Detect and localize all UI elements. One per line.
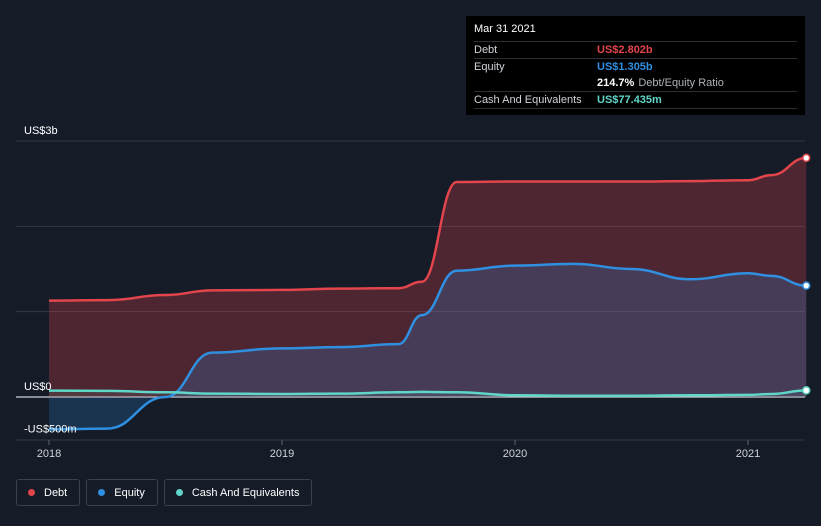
- tooltip-equity-label: Equity: [474, 61, 505, 73]
- x-axis-ticks: 2018 2019 2020 2021: [37, 440, 760, 460]
- debt-dot-icon: [28, 489, 35, 496]
- tooltip-equity-value: US$1.305b: [597, 61, 653, 73]
- legend-debt-label: Debt: [44, 486, 68, 499]
- series-end-markers: [802, 153, 811, 395]
- chart-legend: Debt Equity Cash And Equivalents: [16, 479, 313, 506]
- tooltip-date: Mar 31 2021: [474, 23, 536, 35]
- legend-item-equity[interactable]: Equity: [86, 479, 158, 506]
- cash-dot-icon: [175, 489, 183, 496]
- hover-tooltip: Mar 31 2021 Debt US$2.802b Equity US$1.3…: [466, 16, 805, 115]
- legend-equity-label: Equity: [114, 486, 145, 499]
- tooltip-ratio-note: Debt/Equity Ratio: [638, 77, 724, 89]
- x-tick-label: 2019: [270, 448, 294, 460]
- debt-end-marker: [802, 153, 811, 163]
- legend-item-cash[interactable]: Cash And Equivalents: [163, 479, 313, 506]
- tooltip-debt-label: Debt: [474, 44, 498, 56]
- tooltip-row-debt: Debt US$2.802b: [474, 41, 797, 58]
- tooltip-cash-label: Cash And Equivalents: [474, 94, 582, 106]
- tooltip-cash-value: US$77.435m: [597, 94, 662, 106]
- grid-lines: [16, 140, 805, 441]
- legend-cash-label: Cash And Equivalents: [191, 486, 300, 499]
- equity-line: [48, 262, 807, 431]
- y-axis-ticks: US$3b US$0 -US$500m: [24, 125, 77, 436]
- tooltip-row-ratio: 214.7% Debt/Equity Ratio: [474, 75, 797, 91]
- tooltip-ratio-value: 214.7%: [597, 77, 635, 89]
- tooltip-debt-value: US$2.802b: [597, 44, 653, 56]
- equity-end-marker: [802, 281, 811, 290]
- tooltip-ratio-label: [474, 75, 597, 91]
- y-tick-label: US$0: [24, 381, 52, 393]
- series-lines: [48, 156, 807, 431]
- y-tick-label: -US$500m: [24, 424, 77, 436]
- x-tick-label: 2020: [503, 448, 527, 460]
- equity-area: [49, 263, 807, 430]
- cash-line: [48, 389, 807, 397]
- series-areas: [49, 157, 807, 430]
- legend-item-debt[interactable]: Debt: [16, 479, 81, 506]
- tooltip-row-equity: Equity US$1.305b: [474, 58, 797, 75]
- cash-end-marker: [802, 386, 811, 395]
- x-tick-label: 2018: [37, 448, 61, 460]
- debt-line: [48, 156, 807, 302]
- y-tick-label: US$3b: [24, 125, 58, 137]
- tooltip-row-cash: Cash And Equivalents US$77.435m: [474, 91, 797, 109]
- x-tick-label: 2021: [736, 448, 760, 460]
- cash-area: [49, 390, 807, 397]
- equity-dot-icon: [98, 489, 106, 496]
